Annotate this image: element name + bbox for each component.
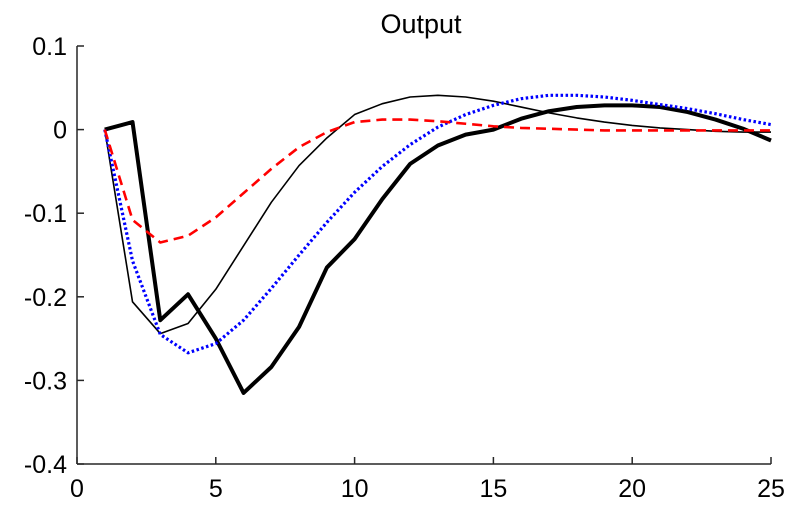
x-tick-label: 5 — [209, 475, 223, 503]
x-tick-label: 0 — [70, 475, 84, 503]
x-tick-label: 20 — [618, 475, 646, 503]
x-tick-label: 10 — [341, 475, 369, 503]
axes-layer: 0 5 10 15 20 25 -0.4 -0.3 -0.2 -0.1 0 0.1 — [24, 33, 785, 503]
series-line-thick-solid — [104, 103, 772, 395]
x-tick-label: 25 — [757, 475, 785, 503]
y-tick-label: -0.2 — [24, 284, 67, 312]
series-line-thin-solid — [103, 94, 771, 335]
y-tick-label: -0.4 — [24, 451, 67, 479]
series-line-dotted-blue — [103, 93, 772, 355]
y-tick-label: -0.3 — [24, 367, 67, 395]
y-tick-label: 0.1 — [32, 33, 67, 61]
series-layer — [103, 93, 772, 395]
y-tick-label: 0 — [53, 117, 67, 145]
x-tick-label: 15 — [479, 475, 507, 503]
chart-title: Output — [380, 9, 462, 39]
y-tick-label: -0.1 — [24, 200, 67, 228]
series-line-dashed-red — [103, 118, 771, 244]
